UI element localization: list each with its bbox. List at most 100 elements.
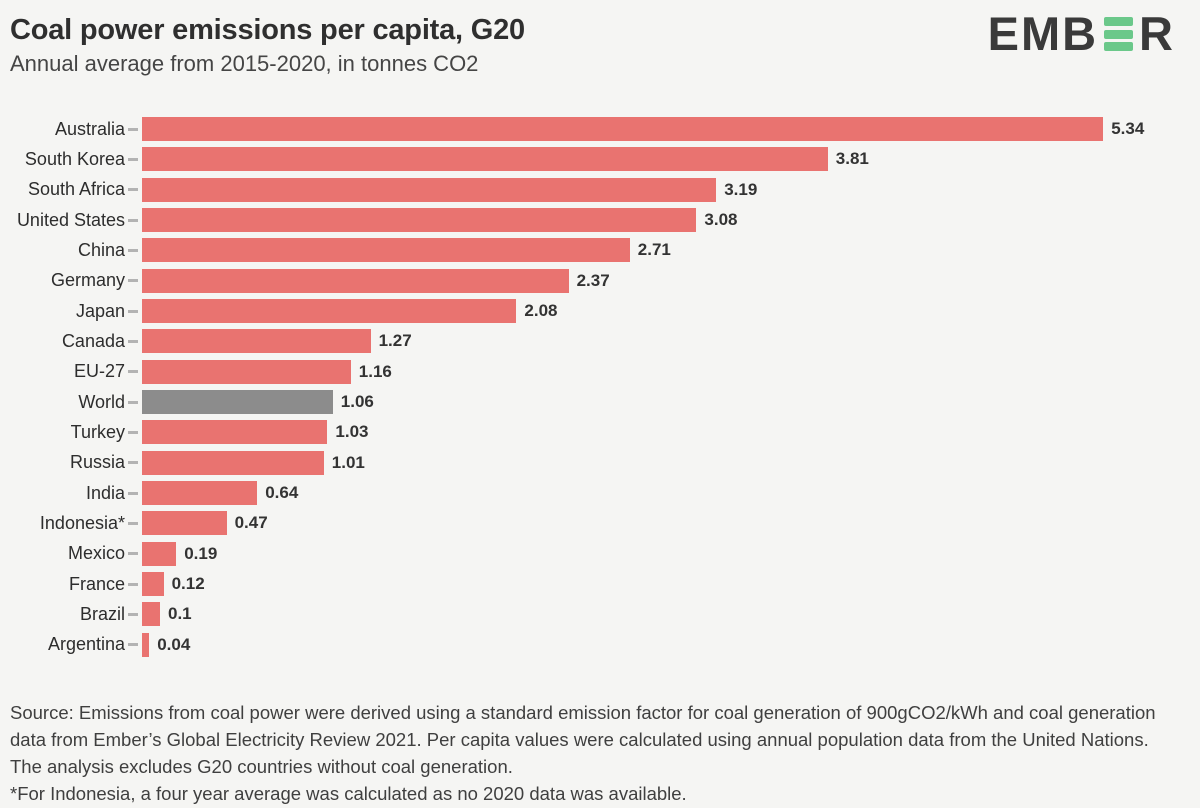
value-label: 3.08 (704, 210, 738, 230)
category-label: Argentina (47, 634, 125, 655)
axis-tick (128, 127, 138, 131)
category-label: South Africa (27, 179, 125, 200)
category-label: Japan (75, 300, 125, 321)
bar (142, 238, 630, 263)
bar (142, 511, 227, 536)
chart-row: South Africa 3.19 (10, 175, 1190, 205)
category-label: Russia (69, 452, 125, 473)
bar-chart: Australia 5.34 South Korea 3.81 South Af… (10, 114, 1190, 660)
category-label: Canada (61, 330, 125, 351)
category-label: Germany (50, 270, 125, 291)
axis-tick (128, 582, 138, 586)
category-label: World (78, 391, 125, 412)
chart-row: China 2.71 (10, 235, 1190, 265)
chart-row: EU-27 1.16 (10, 357, 1190, 387)
source-line-3: The analysis excludes G20 countries with… (10, 756, 513, 777)
chart-row: India 0.64 (10, 478, 1190, 508)
axis-tick (128, 218, 138, 222)
bar (142, 632, 150, 657)
chart-row: Turkey 1.03 (10, 417, 1190, 447)
axis-tick (128, 157, 138, 161)
value-label: 3.19 (724, 179, 758, 199)
axis-tick (128, 461, 138, 465)
chart-row: World 1.06 (10, 387, 1190, 417)
value-label: 3.81 (835, 149, 869, 169)
value-label: 5.34 (1111, 119, 1145, 139)
axis-tick (128, 612, 138, 616)
value-label: 0.12 (171, 574, 205, 594)
category-label: India (85, 482, 125, 503)
axis-tick (128, 552, 138, 556)
axis-tick (128, 430, 138, 434)
category-label: United States (16, 209, 125, 230)
chart-subtitle: Annual average from 2015-2020, in tonnes… (10, 51, 479, 77)
ember-logo: EMB R (987, 7, 1175, 60)
value-label: 1.03 (335, 422, 369, 442)
chart-title: Coal power emissions per capita, G20 (10, 14, 525, 46)
category-label: China (77, 239, 125, 260)
chart-row: Australia 5.34 (10, 114, 1190, 144)
bar (142, 602, 160, 627)
category-label: EU-27 (73, 361, 125, 382)
bar (142, 359, 351, 384)
bar (142, 390, 333, 415)
bar (142, 117, 1104, 142)
chart-row: Canada 1.27 (10, 326, 1190, 356)
bar (142, 147, 828, 172)
bar (142, 268, 569, 293)
category-label: France (68, 573, 125, 594)
source-note: Source: Emissions from coal power were d… (10, 699, 1192, 807)
chart-row: Brazil 0.1 (10, 599, 1190, 629)
ember-logo-text-r: R (1139, 7, 1175, 60)
axis-tick (128, 370, 138, 374)
bar (142, 177, 717, 202)
value-label: 0.19 (184, 543, 218, 563)
axis-tick (128, 188, 138, 192)
value-label: 0.64 (265, 483, 299, 503)
bar (142, 572, 164, 597)
chart-row: Argentina 0.04 (10, 630, 1190, 660)
footnote-indonesia: *For Indonesia, a four year average was … (10, 783, 687, 804)
value-label: 0.04 (157, 634, 191, 654)
chart-row: Indonesia* 0.47 (10, 508, 1190, 538)
axis-tick (128, 248, 138, 252)
chart-header: Coal power emissions per capita, G20 Ann… (10, 14, 1190, 77)
bar (142, 329, 371, 354)
chart-row: Germany 2.37 (10, 266, 1190, 296)
chart-row: Japan 2.08 (10, 296, 1190, 326)
axis-tick (128, 521, 138, 525)
category-label: Australia (54, 118, 125, 139)
chart-row: South Korea 3.81 (10, 144, 1190, 174)
axis-tick (128, 339, 138, 343)
ember-logo-green-e-icon (1104, 17, 1134, 51)
chart-row: Russia 1.01 (10, 448, 1190, 478)
ember-logo-text-emb: EMB (987, 7, 1099, 60)
value-label: 0.1 (168, 604, 192, 624)
green-bar (1104, 17, 1134, 26)
green-bar (1104, 42, 1134, 51)
bar (142, 208, 697, 233)
bar (142, 299, 517, 324)
value-label: 1.27 (378, 331, 412, 351)
chart-row: Mexico 0.19 (10, 539, 1190, 569)
bar (142, 450, 324, 475)
category-label: Brazil (79, 603, 125, 624)
source-line-2: data from Ember’s Global Electricity Rev… (10, 729, 1149, 750)
category-label: Mexico (67, 543, 125, 564)
axis-tick (128, 643, 138, 647)
axis-tick (128, 279, 138, 283)
value-label: 1.06 (340, 392, 374, 412)
value-label: 2.71 (637, 240, 671, 260)
source-line-1: Source: Emissions from coal power were d… (10, 702, 1156, 723)
green-bar (1104, 29, 1134, 39)
axis-tick (128, 491, 138, 495)
chart-row: United States 3.08 (10, 205, 1190, 235)
axis-tick (128, 309, 138, 313)
chart-row: France 0.12 (10, 569, 1190, 599)
category-label: Turkey (70, 421, 125, 442)
axis-tick (128, 400, 138, 404)
category-label: Indonesia* (39, 512, 125, 533)
value-label: 2.08 (524, 301, 558, 321)
bar (142, 481, 258, 506)
